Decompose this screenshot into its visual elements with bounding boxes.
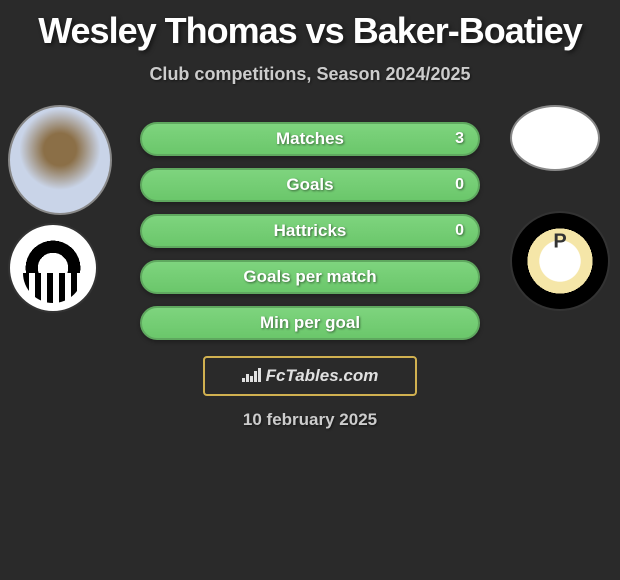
stat-label: Matches	[276, 129, 344, 149]
stat-value-right: 0	[455, 222, 464, 240]
chart-icon	[242, 366, 262, 387]
stat-row-goals-per-match: Goals per match	[140, 260, 480, 294]
stat-row-min-per-goal: Min per goal	[140, 306, 480, 340]
club-right-badge	[510, 211, 610, 311]
club-left-badge	[8, 223, 98, 313]
stat-row-matches: Matches 3	[140, 122, 480, 156]
stat-label: Goals	[286, 175, 333, 195]
stat-row-hattricks: Hattricks 0	[140, 214, 480, 248]
comparison-subtitle: Club competitions, Season 2024/2025	[0, 64, 620, 85]
comparison-date: 10 february 2025	[243, 410, 377, 430]
site-name: FcTables.com	[266, 366, 379, 386]
stat-label: Hattricks	[274, 221, 347, 241]
player-left-container	[8, 105, 112, 313]
stat-label: Min per goal	[260, 313, 360, 333]
player-right-avatar	[510, 105, 600, 171]
player-left-avatar	[8, 105, 112, 215]
comparison-title: Wesley Thomas vs Baker-Boatiey	[0, 0, 620, 52]
stat-label: Goals per match	[243, 267, 376, 287]
stat-row-goals: Goals 0	[140, 168, 480, 202]
site-badge[interactable]: FcTables.com	[203, 356, 417, 396]
stats-container: Matches 3 Goals 0 Hattricks 0 Goals per …	[140, 122, 480, 352]
stat-value-right: 0	[455, 176, 464, 194]
stat-value-right: 3	[455, 130, 464, 148]
player-right-container	[510, 105, 610, 311]
